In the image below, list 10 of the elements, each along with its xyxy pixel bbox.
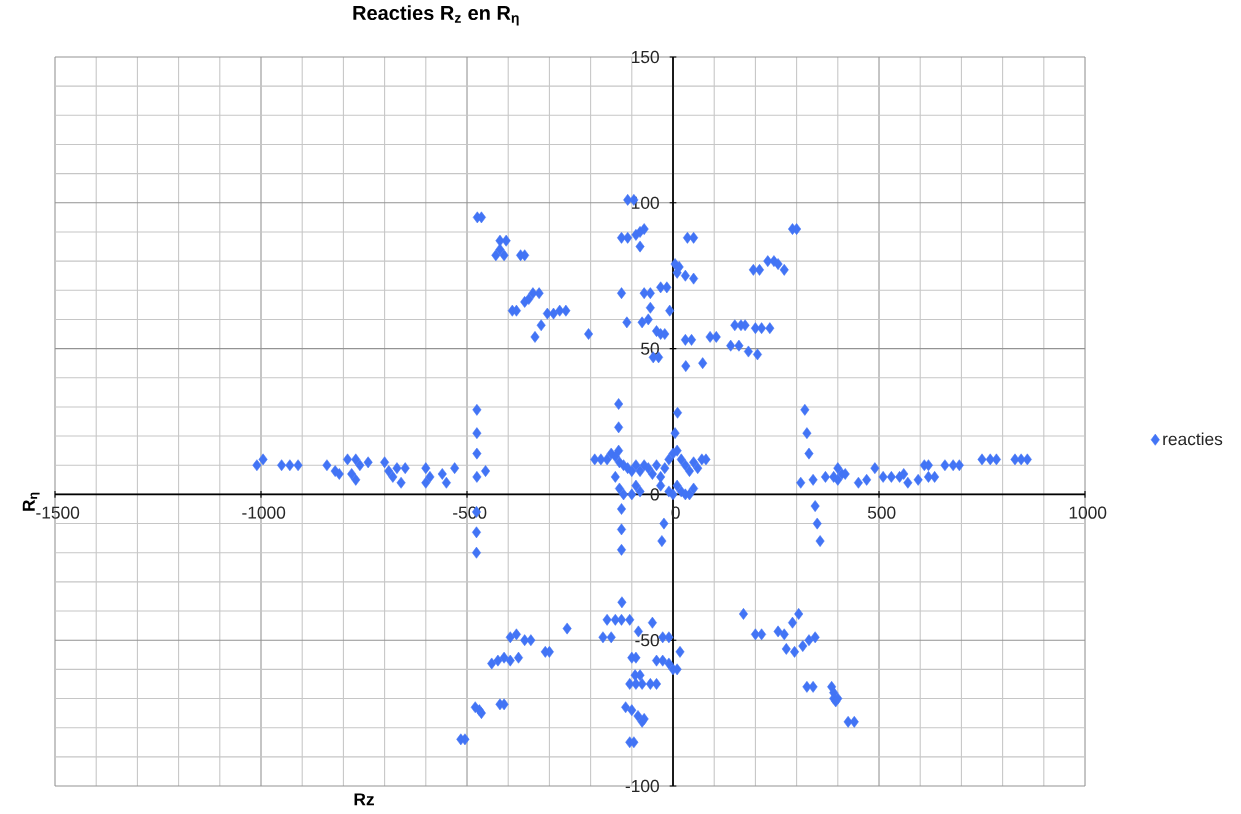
chart-title: Reacties R$_{z}$ en R$_{η}$	[353, 5, 519, 26]
legend-label: reacties	[1163, 432, 1223, 446]
x-tick-label: 1000	[1069, 506, 1107, 519]
y-tick-label: -100	[625, 779, 659, 793]
y-tick-label: 150	[632, 50, 659, 64]
x-tick-label: 500	[867, 506, 896, 519]
y-tick-label: 50	[641, 342, 659, 355]
x-axis-title: Rz	[354, 793, 374, 806]
y-tick-label: -50	[635, 634, 659, 647]
x-tick-label: -1000	[242, 506, 286, 519]
